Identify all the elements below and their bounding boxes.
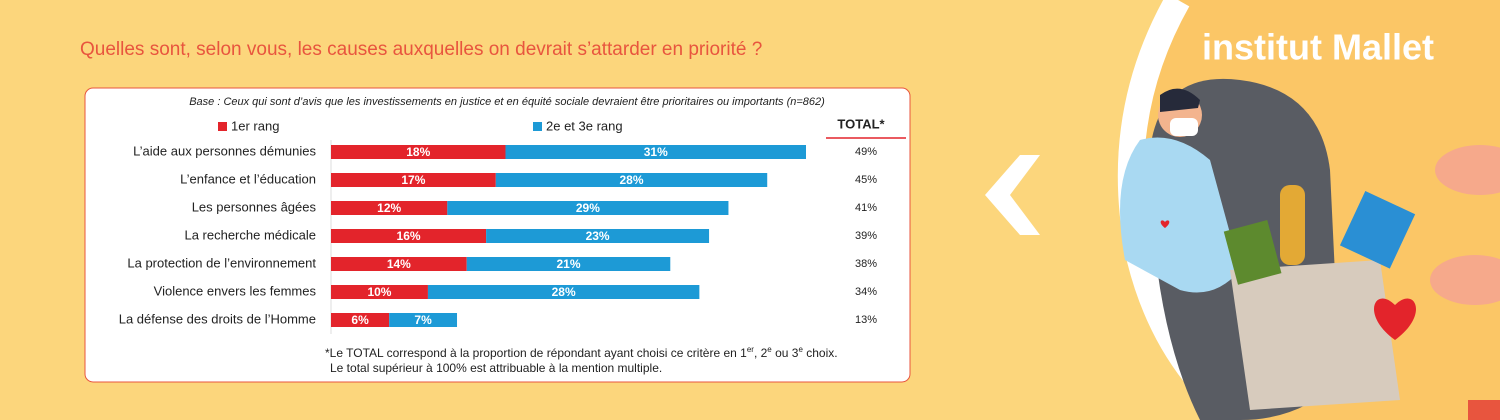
deco-person: [1120, 137, 1240, 293]
bar-segment: [331, 313, 390, 327]
bar-label: 18%: [406, 145, 430, 159]
legend-swatch: [533, 122, 542, 131]
category-label: Violence envers les femmes: [154, 283, 317, 298]
footnote-part: ou 3: [772, 346, 799, 360]
total-header: TOTAL*: [837, 116, 885, 131]
total-value: 13%: [855, 314, 877, 326]
total-value: 34%: [855, 286, 877, 298]
legend-label: 2e et 3e rang: [546, 118, 623, 133]
bar-segment: [331, 145, 506, 159]
bar-segment: [331, 173, 496, 187]
bar-segment: [466, 257, 671, 271]
bar-label: 23%: [586, 229, 610, 243]
bar-segment: [495, 173, 768, 187]
chart-title: Quelles sont, selon vous, les causes aux…: [80, 39, 762, 60]
total-value: 39%: [855, 230, 877, 242]
footnote-part: e: [767, 345, 772, 354]
footnote-part: e: [798, 345, 803, 354]
bar-label: 29%: [576, 201, 600, 215]
bar-label: 28%: [619, 173, 643, 187]
footnote: *Le TOTAL correspond à la proportion de …: [325, 345, 838, 361]
bar-label: 17%: [401, 173, 425, 187]
footnote-part: , 2: [754, 346, 768, 360]
bar-segment: [486, 229, 710, 243]
bar-segment: [331, 229, 487, 243]
deco-chevron: [985, 155, 1040, 235]
chart-subtitle: Base : Ceux qui sont d’avis que les inve…: [189, 96, 825, 108]
footnote-part: er: [747, 345, 754, 354]
footnote-part: *Le TOTAL correspond à la proportion de …: [325, 346, 747, 360]
category-label: L’enfance et l’éducation: [180, 171, 316, 186]
deco-heart: [1374, 298, 1416, 340]
category-label: La recherche médicale: [184, 227, 316, 242]
deco-veg: [1223, 219, 1282, 285]
deco-hair: [1160, 88, 1200, 112]
bar-segment: [331, 257, 467, 271]
bar-label: 7%: [414, 313, 432, 327]
category-label: L’aide aux personnes démunies: [133, 143, 316, 158]
total-value: 38%: [855, 258, 877, 270]
bar-label: 10%: [367, 285, 391, 299]
bar-label: 16%: [397, 229, 421, 243]
deco-bag: [1339, 190, 1416, 269]
bar-label: 14%: [387, 257, 411, 271]
deco-mask: [1170, 118, 1198, 136]
total-value: 41%: [855, 202, 877, 214]
deco-box: [1230, 260, 1400, 410]
total-value: 49%: [855, 146, 877, 158]
bar-segment: [447, 201, 729, 215]
legend-swatch: [218, 122, 227, 131]
legend-label: 1er rang: [231, 118, 279, 133]
bar-label: 28%: [552, 285, 576, 299]
total-value: 45%: [855, 174, 877, 186]
bar-segment: [389, 313, 458, 327]
bar-label: 6%: [351, 313, 369, 327]
deco-bottle: [1280, 185, 1305, 265]
bar-segment: [331, 285, 428, 299]
footnote-part: choix.: [803, 346, 838, 360]
footnote: Le total supérieur à 100% est attribuabl…: [330, 361, 662, 375]
category-label: La protection de l’environnement: [127, 255, 316, 270]
bar-segment: [505, 145, 806, 159]
bar-label: 31%: [644, 145, 668, 159]
bar-label: 12%: [377, 201, 401, 215]
deco-small-heart: [1160, 220, 1170, 228]
logo: institut Mallet: [1202, 27, 1434, 68]
deco-hand: [1435, 145, 1500, 195]
bar-label: 21%: [556, 257, 580, 271]
plot: 1er rang 2e et 3e rang TOTAL* L’aide aux pe…: [119, 116, 906, 334]
deco-corner: [1468, 400, 1500, 420]
bar-segment: [331, 201, 448, 215]
category-label: Les personnes âgées: [192, 199, 317, 214]
bar-segment: [427, 285, 700, 299]
deco-hand: [1430, 255, 1500, 305]
category-label: La défense des droits de l’Homme: [119, 311, 316, 326]
